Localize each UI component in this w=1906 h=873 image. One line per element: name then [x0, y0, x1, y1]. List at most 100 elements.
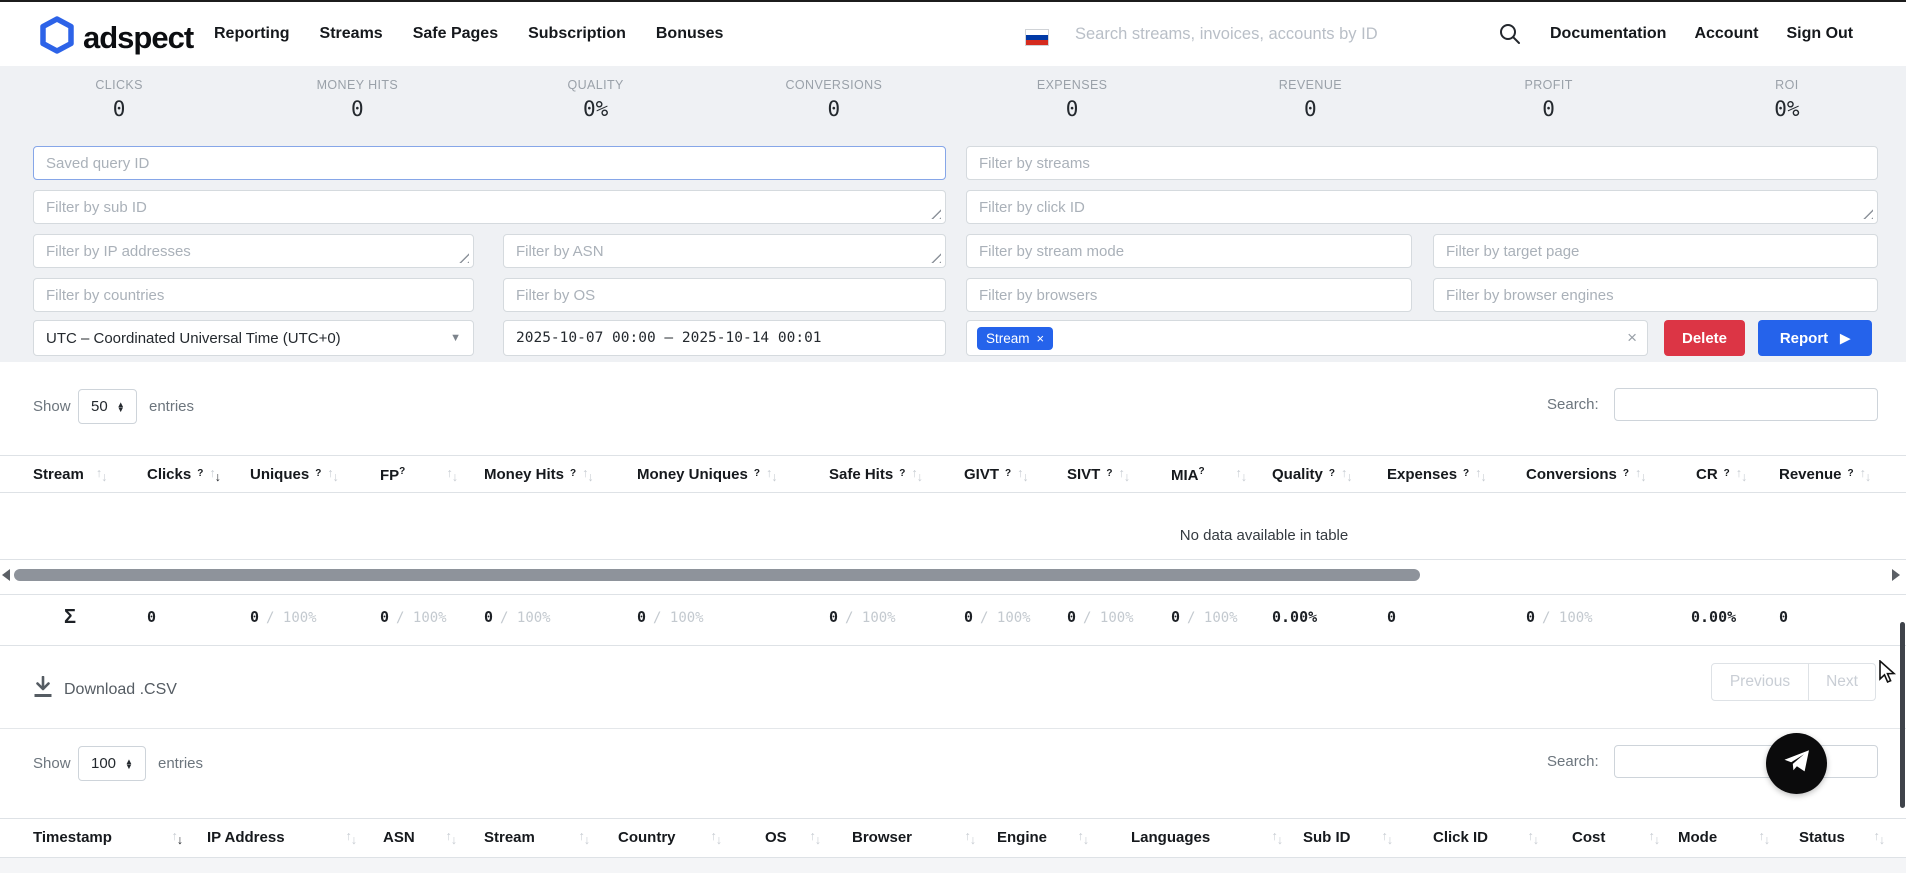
search-icon[interactable]: [1498, 22, 1522, 51]
stat-expenses: EXPENSES 0: [1036, 78, 1108, 121]
window-edge: [0, 0, 1906, 2]
page-size-select-2[interactable]: 100 ▲ ▼: [78, 746, 146, 781]
column-header-revenue[interactable]: Revenue?: [1779, 456, 1871, 493]
column-header-givt[interactable]: GIVT?: [964, 456, 1029, 493]
column-header-money-hits[interactable]: Money Hits?: [484, 456, 594, 493]
nav-link-reporting[interactable]: Reporting: [214, 25, 290, 42]
date-range-input[interactable]: 2025-10-07 00:00 – 2025-10-14 00:01: [503, 320, 946, 356]
nav-link-bonuses[interactable]: Bonuses: [655, 25, 724, 42]
column-header-expenses[interactable]: Expenses?: [1387, 456, 1487, 493]
horizontal-scrollbar-thumb[interactable]: [14, 569, 1420, 581]
stat-revenue: REVENUE 0: [1278, 78, 1342, 121]
sort-icon: [1078, 831, 1090, 845]
sort-icon: [1017, 468, 1029, 482]
filter-countries-input[interactable]: [33, 278, 474, 312]
column-header-os[interactable]: OS: [765, 819, 821, 856]
column-header-browser[interactable]: Browser: [852, 819, 976, 856]
navbar: adspect Reporting Streams Safe Pages Sub…: [0, 2, 1906, 66]
column-header-conversions[interactable]: Conversions?: [1526, 456, 1646, 493]
download-csv-button[interactable]: Download .CSV: [33, 675, 177, 703]
column-header-timestamp[interactable]: Timestamp: [33, 819, 183, 856]
total-money-hits: 0/ 100%: [484, 608, 551, 626]
column-header-sivt[interactable]: SIVT?: [1067, 456, 1130, 493]
filter-streams-input[interactable]: [966, 146, 1878, 180]
total-fp: 0/ 100%: [380, 608, 447, 626]
brand-logo[interactable]: adspect: [40, 16, 194, 59]
filter-target-page-input[interactable]: [1433, 234, 1878, 268]
nav-link-documentation[interactable]: Documentation: [1550, 25, 1667, 42]
stats-filters-panel: CLICKS 0 MONEY HITS 0 QUALITY 0% CONVERSION…: [0, 66, 1906, 362]
section-divider: [0, 728, 1906, 729]
stat-profit: PROFIT 0: [1524, 78, 1573, 121]
sort-icon: [447, 468, 459, 482]
russian-flag-icon[interactable]: [1025, 29, 1049, 46]
scroll-left-arrow-icon[interactable]: [2, 569, 10, 581]
nav-link-streams[interactable]: Streams: [319, 25, 383, 42]
entries-label: entries: [149, 398, 195, 415]
group-chip-stream[interactable]: Stream ×: [977, 326, 1054, 350]
column-header-mia[interactable]: MIA?: [1171, 456, 1247, 493]
filter-asn-textarea[interactable]: [503, 234, 946, 268]
column-header-uniques[interactable]: Uniques?: [250, 456, 339, 493]
column-header-mode[interactable]: Mode: [1678, 819, 1770, 856]
page-size-select-1[interactable]: 50 ▲ ▼: [78, 389, 137, 424]
column-header-safe-hits[interactable]: Safe Hits?: [829, 456, 923, 493]
sort-icon: [1382, 831, 1394, 845]
nav-links: Reporting Streams Safe Pages Subscriptio…: [214, 2, 723, 66]
total-money-uniques: 0/ 100%: [637, 608, 704, 626]
column-header-sub-id[interactable]: Sub ID: [1303, 819, 1393, 856]
column-header-country[interactable]: Country: [618, 819, 722, 856]
chip-remove-icon[interactable]: ×: [1036, 330, 1045, 346]
previous-page-button[interactable]: Previous: [1711, 663, 1809, 701]
filter-stream-mode-input[interactable]: [966, 234, 1412, 268]
date-range-value: 2025-10-07 00:00 – 2025-10-14 00:01: [516, 330, 822, 346]
nav-link-sign-out[interactable]: Sign Out: [1786, 25, 1854, 42]
column-header-cost[interactable]: Cost: [1572, 819, 1660, 856]
column-header-clicks[interactable]: Clicks?: [147, 456, 221, 493]
filter-os-input[interactable]: [503, 278, 946, 312]
filter-ip-textarea[interactable]: [33, 234, 474, 268]
next-page-button[interactable]: Next: [1809, 663, 1876, 701]
sort-desc-icon: [172, 831, 184, 845]
sort-icon: [1649, 831, 1661, 845]
global-search-input[interactable]: [1075, 18, 1425, 50]
column-header-stream[interactable]: Stream: [33, 456, 107, 493]
nav-link-safe-pages[interactable]: Safe Pages: [412, 25, 499, 42]
nav-link-account[interactable]: Account: [1694, 25, 1759, 42]
sort-icon: [346, 831, 358, 845]
filter-sub-id-textarea[interactable]: [33, 190, 946, 224]
saved-query-input[interactable]: [33, 146, 946, 180]
table2-search-input[interactable]: [1614, 745, 1878, 778]
table1-search-input[interactable]: [1614, 388, 1878, 421]
delete-button[interactable]: Delete: [1664, 320, 1745, 356]
timezone-select[interactable]: UTC – Coordinated Universal Time (UTC+0)…: [33, 320, 474, 356]
column-header-stream2[interactable]: Stream: [484, 819, 590, 856]
column-header-languages[interactable]: Languages: [1131, 819, 1283, 856]
sort-icon: [711, 831, 723, 845]
search-label-2: Search:: [1547, 753, 1599, 770]
sort-icon: [582, 468, 594, 482]
column-header-fp[interactable]: FP?: [380, 456, 458, 493]
clear-tags-icon[interactable]: ×: [1627, 328, 1637, 347]
total-givt: 0/ 100%: [964, 608, 1031, 626]
column-header-quality[interactable]: Quality?: [1272, 456, 1352, 493]
group-by-tags-input[interactable]: Stream × ×: [966, 320, 1648, 356]
scroll-right-arrow-icon[interactable]: [1892, 569, 1900, 581]
report-button[interactable]: Report ▶: [1758, 320, 1872, 356]
vertical-scrollbar-thumb[interactable]: [1900, 622, 1905, 808]
filter-click-id-textarea[interactable]: [966, 190, 1878, 224]
stat-conversions: CONVERSIONS 0: [785, 78, 883, 121]
column-header-money-uniques[interactable]: Money Uniques?: [637, 456, 777, 493]
column-header-asn[interactable]: ASN: [383, 819, 457, 856]
stat-money-hits: MONEY HITS 0: [316, 78, 399, 121]
column-header-click-id[interactable]: Click ID: [1433, 819, 1539, 856]
nav-link-subscription[interactable]: Subscription: [528, 25, 626, 42]
telegram-button[interactable]: [1766, 733, 1827, 794]
column-header-ip-address[interactable]: IP Address: [207, 819, 357, 856]
filter-browsers-input[interactable]: [966, 278, 1412, 312]
divider: [0, 857, 1906, 858]
column-header-engine[interactable]: Engine: [997, 819, 1089, 856]
column-header-cr[interactable]: CR?: [1696, 456, 1747, 493]
column-header-status[interactable]: Status: [1799, 819, 1885, 856]
filter-browser-engines-input[interactable]: [1433, 278, 1878, 312]
